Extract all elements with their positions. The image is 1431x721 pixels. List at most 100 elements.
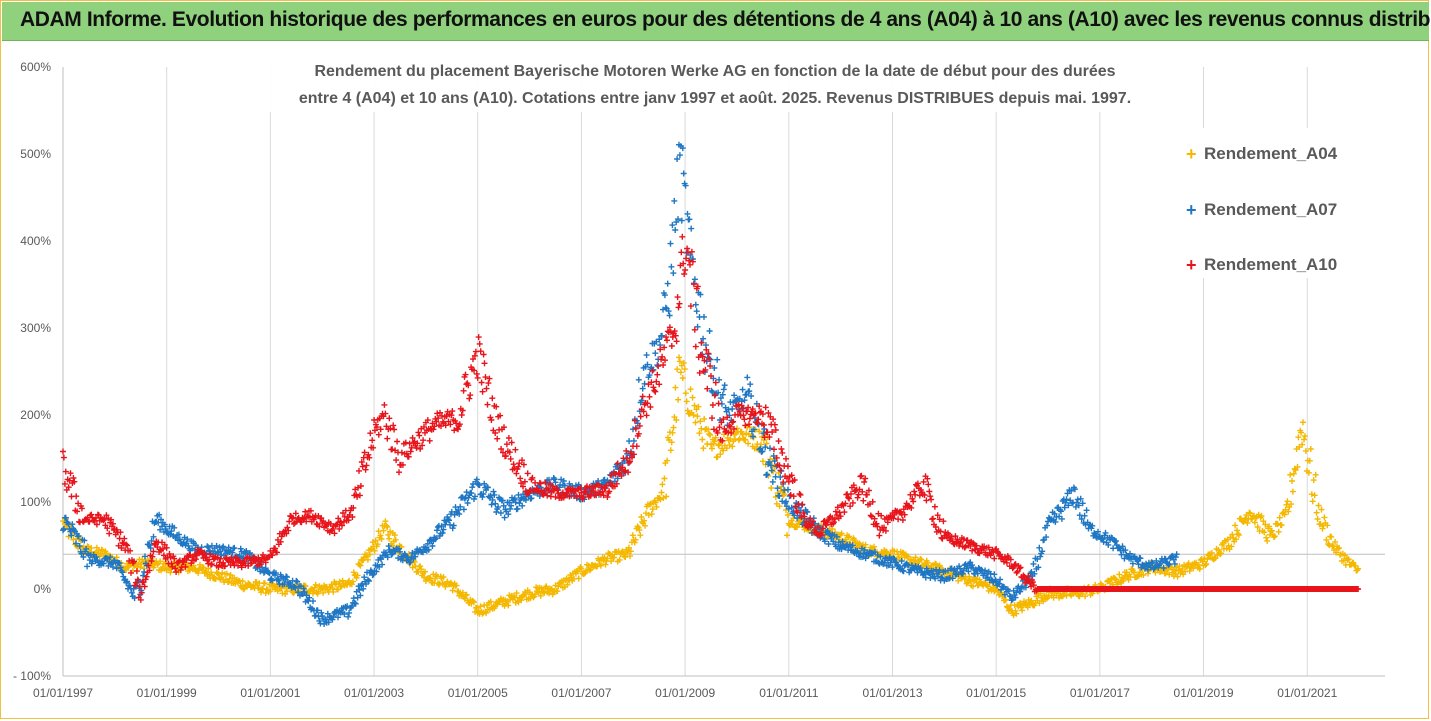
- data-point: [463, 591, 470, 598]
- data-point: [642, 522, 649, 529]
- data-point: [856, 540, 863, 547]
- data-point: [412, 553, 419, 560]
- data-point: [1336, 544, 1342, 551]
- data-point: [670, 424, 677, 431]
- data-point: [325, 619, 332, 626]
- data-point: [1082, 593, 1089, 600]
- x-tick-label: 01/01/1999: [137, 686, 197, 700]
- data-point: [652, 350, 659, 357]
- data-point: [1002, 596, 1009, 603]
- data-point: [1324, 522, 1331, 529]
- data-point: [485, 380, 492, 387]
- data-point: [357, 592, 364, 599]
- data-point: [637, 413, 644, 420]
- data-point: [417, 563, 424, 570]
- data-point: [458, 412, 465, 418]
- data-point: [75, 532, 82, 539]
- data-point: [184, 536, 191, 543]
- x-axis-ticks: 01/01/1997 01/01/1999 01/01/2001 01/01/2003…: [33, 686, 1338, 700]
- data-point: [80, 554, 87, 560]
- data-point: [98, 546, 105, 553]
- data-point: [362, 466, 369, 473]
- data-point: [349, 578, 356, 585]
- data-point: [293, 577, 300, 584]
- data-point: [161, 521, 168, 528]
- y-tick-label: 200%: [20, 408, 51, 422]
- data-point: [88, 511, 95, 518]
- data-point: [119, 569, 126, 576]
- data-point: [551, 476, 558, 483]
- data-point: [604, 555, 611, 562]
- data-point: [587, 566, 594, 573]
- data-point: [215, 570, 222, 577]
- data-point: [1120, 575, 1127, 582]
- data-point: [284, 588, 290, 595]
- data-point: [709, 415, 715, 422]
- data-point: [158, 516, 164, 523]
- data-point: [487, 598, 494, 605]
- data-point: [473, 604, 480, 611]
- data-point: [1311, 492, 1318, 499]
- data-point: [1171, 568, 1178, 574]
- data-point: [175, 531, 182, 538]
- data-point: [729, 443, 736, 450]
- data-point: [659, 481, 666, 488]
- data-point: [253, 579, 260, 586]
- data-point: [867, 512, 874, 519]
- data-point: [654, 362, 661, 369]
- data-point: [391, 532, 398, 539]
- data-point: [1030, 560, 1037, 567]
- data-point: [384, 554, 391, 561]
- data-point: [389, 446, 396, 453]
- data-point: [1295, 434, 1302, 441]
- data-point: [137, 564, 144, 571]
- data-point: [721, 382, 728, 389]
- plus-marker-icon: +: [1186, 200, 1197, 220]
- data-point: [682, 267, 689, 273]
- data-point: [1305, 469, 1312, 476]
- data-point: [1202, 562, 1209, 569]
- data-point: [62, 514, 69, 521]
- data-point: [314, 607, 321, 614]
- data-point: [386, 535, 393, 542]
- data-point: [678, 249, 685, 256]
- data-point: [1024, 604, 1031, 611]
- data-point: [887, 550, 894, 557]
- data-point: [701, 415, 708, 422]
- data-point: [171, 524, 178, 531]
- legend: + Rendement_A04 + Rendement_A07 + Rendem…: [1168, 128, 1383, 278]
- data-point: [384, 435, 391, 442]
- data-point: [691, 276, 698, 283]
- data-point: [154, 561, 161, 568]
- legend-label-a04: Rendement_A04: [1204, 144, 1338, 163]
- data-point: [483, 610, 490, 617]
- data-point: [100, 560, 107, 567]
- x-tick-label: 01/01/2019: [1174, 686, 1234, 700]
- data-point: [905, 553, 912, 560]
- data-point: [390, 422, 397, 429]
- data-point: [747, 381, 754, 388]
- x-tick-label: 01/01/2005: [448, 686, 508, 700]
- data-point: [1112, 576, 1119, 583]
- data-point: [156, 511, 163, 518]
- data-point: [838, 530, 845, 537]
- data-point: [261, 580, 268, 587]
- data-point: [720, 386, 727, 393]
- data-point: [784, 532, 790, 539]
- data-point: [680, 359, 687, 366]
- data-point: [425, 546, 432, 553]
- data-point: [538, 585, 545, 592]
- data-point: [658, 489, 665, 496]
- data-point: [669, 429, 676, 436]
- data-point: [382, 518, 389, 525]
- data-point: [706, 328, 713, 334]
- data-point: [86, 557, 93, 564]
- data-point: [272, 570, 279, 577]
- data-point: [320, 589, 327, 596]
- data-point: [113, 565, 120, 572]
- data-point: [744, 374, 751, 381]
- data-point: [494, 435, 501, 442]
- data-point: [1281, 511, 1288, 518]
- data-point: [783, 455, 789, 462]
